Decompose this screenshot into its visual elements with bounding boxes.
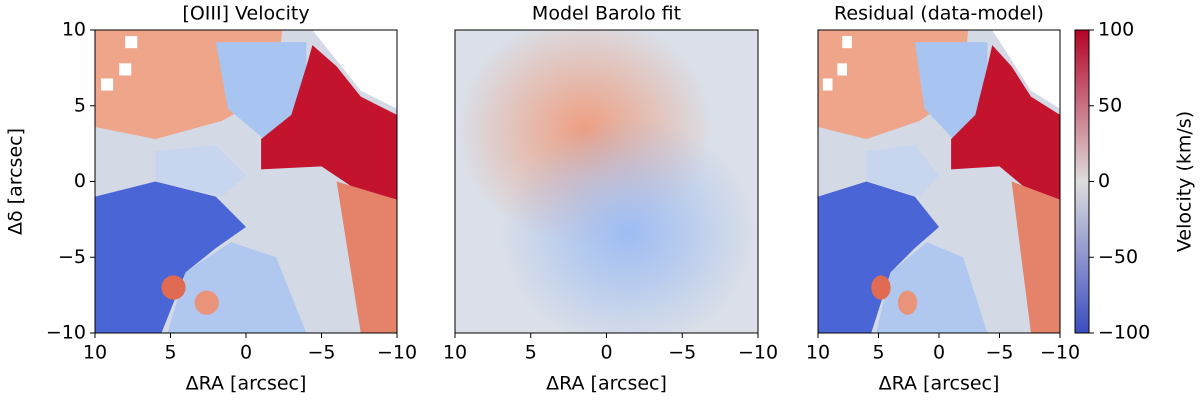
velocity-map (95, 30, 397, 333)
y-axis-label: Δδ [arcsec] (5, 128, 27, 235)
y-tick-label: −5 (58, 246, 86, 268)
x-tick-label: −10 (377, 342, 417, 364)
x-tick-label: −5 (307, 342, 335, 364)
x-tick-label: 10 (83, 342, 107, 364)
panel-title: [OIII] Velocity (182, 3, 309, 25)
y-tick-label: 5 (74, 94, 86, 116)
x-tick-label: 10 (806, 342, 830, 364)
y-tick-label: −10 (46, 322, 86, 344)
x-tick-label: −5 (985, 342, 1013, 364)
x-axis-label: ΔRA [arcsec] (186, 373, 307, 395)
x-tick-label: 5 (164, 342, 176, 364)
x-tick-label: −10 (738, 342, 778, 364)
x-axis-label: ΔRA [arcsec] (879, 373, 1000, 395)
x-axis-label: ΔRA [arcsec] (546, 373, 667, 395)
x-tick-label: 0 (600, 342, 612, 364)
y-tick-label: 0 (74, 170, 86, 192)
colorbar-tick-label: 100 (1098, 19, 1134, 41)
colorbar-label: Velocity (km/s) (1174, 111, 1196, 252)
x-tick-label: 10 (443, 342, 467, 364)
x-tick-label: 0 (933, 342, 945, 364)
colorbar-tick-label: 0 (1098, 170, 1110, 192)
colorbar-tick-label: −100 (1098, 322, 1150, 344)
panel-title: Model Barolo fit (532, 3, 681, 25)
x-tick-label: 5 (872, 342, 884, 364)
model-map (455, 30, 758, 333)
y-tick-label: 10 (62, 19, 86, 41)
x-tick-label: −10 (1040, 342, 1080, 364)
residual-map (818, 30, 1060, 333)
x-tick-label: 5 (525, 342, 537, 364)
x-tick-label: −5 (668, 342, 696, 364)
colorbar (1074, 29, 1090, 334)
colorbar-tick-label: 50 (1098, 94, 1122, 116)
colorbar-tick-label: −50 (1098, 246, 1138, 268)
x-tick-label: 0 (240, 342, 252, 364)
panel-title: Residual (data-model) (834, 3, 1044, 25)
